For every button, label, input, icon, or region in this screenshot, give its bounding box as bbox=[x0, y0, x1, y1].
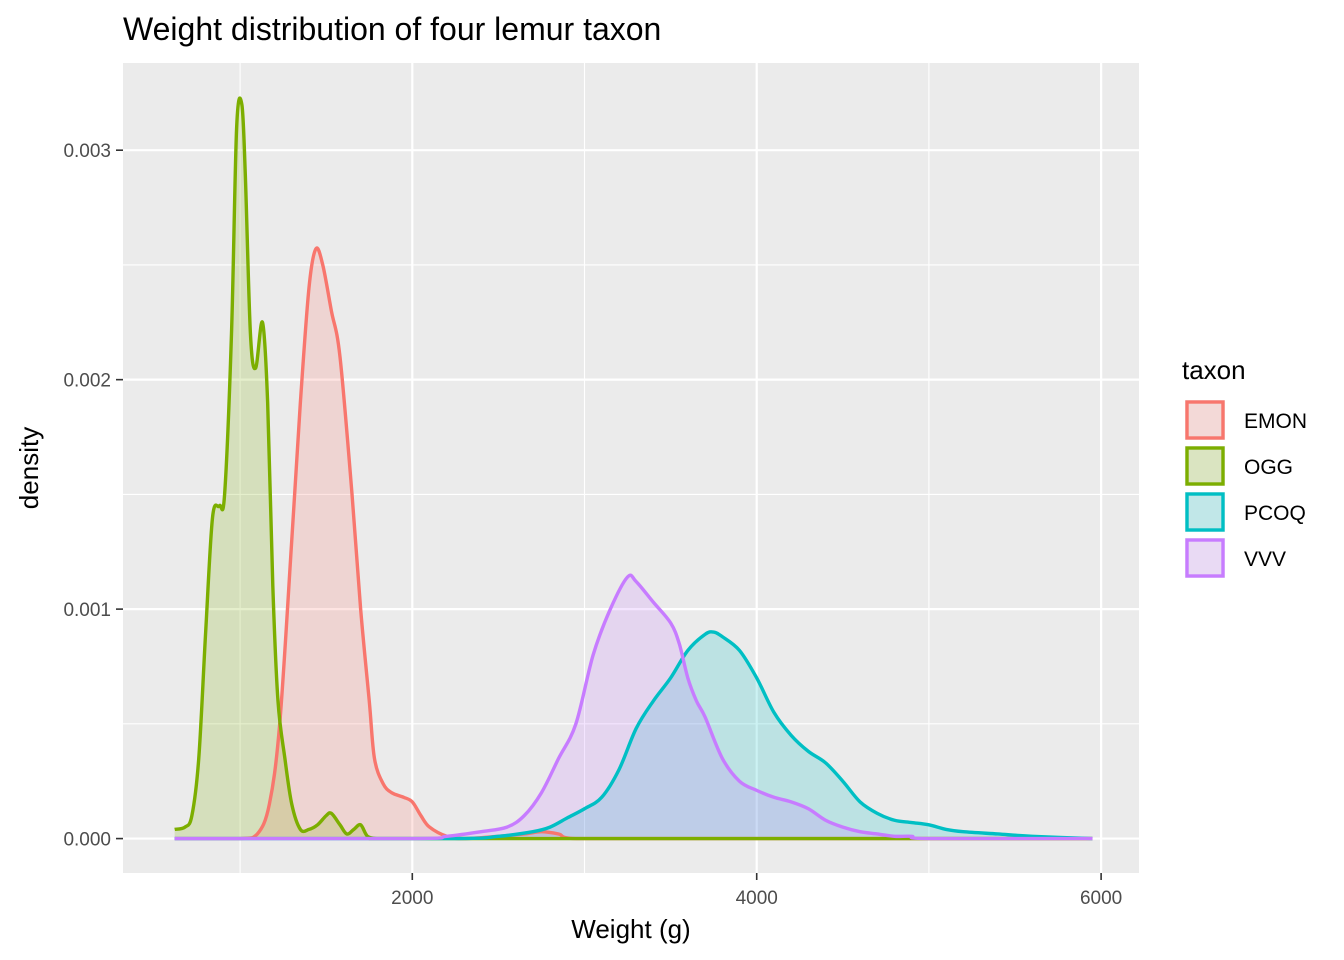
legend-items: EMON OGG PCOQ VVV bbox=[1185, 400, 1307, 578]
legend-label-pcoq: PCOQ bbox=[1244, 502, 1306, 525]
legend-key-vvv bbox=[1185, 538, 1225, 578]
legend-label-emon: EMON bbox=[1244, 410, 1307, 433]
density-area-ogg bbox=[174, 98, 1093, 839]
x-tick-label: 4000 bbox=[736, 888, 778, 909]
density-line-emon bbox=[174, 246, 1093, 841]
legend: taxon EMON OGG PCOQ VVV bbox=[1182, 355, 1307, 578]
x-tick-label: 2000 bbox=[391, 888, 433, 909]
y-tick-label: 0.001 bbox=[63, 600, 111, 621]
density-lines bbox=[174, 96, 1093, 841]
legend-title: taxon bbox=[1182, 355, 1246, 385]
legend-key-ogg bbox=[1185, 446, 1225, 486]
x-tick-label: 6000 bbox=[1080, 888, 1122, 909]
legend-key-bg-vvv bbox=[1185, 538, 1225, 578]
density-line-pcoq bbox=[174, 630, 1093, 841]
density-line-ogg bbox=[174, 96, 1093, 841]
y-tick-label: 0.002 bbox=[63, 371, 111, 392]
chart-title: Weight distribution of four lemur taxon bbox=[123, 11, 661, 47]
y-tick-label: 0.000 bbox=[63, 830, 111, 851]
y-tick-label: 0.003 bbox=[63, 141, 111, 162]
legend-key-bg-pcoq bbox=[1185, 492, 1225, 532]
x-axis-title: Weight (g) bbox=[571, 914, 690, 944]
legend-key-emon bbox=[1185, 400, 1225, 440]
y-axis: 0.000 0.001 0.002 0.003 bbox=[63, 141, 123, 851]
legend-label-ogg: OGG bbox=[1244, 456, 1293, 479]
minor-gridlines bbox=[123, 63, 1139, 873]
legend-key-bg-ogg bbox=[1185, 446, 1225, 486]
y-axis-title: density bbox=[14, 427, 44, 509]
legend-label-vvv: VVV bbox=[1244, 548, 1286, 571]
legend-key-bg-emon bbox=[1185, 400, 1225, 440]
density-area-vvv bbox=[174, 575, 1093, 839]
x-axis: 2000 4000 6000 bbox=[391, 873, 1122, 909]
density-line-vvv bbox=[174, 573, 1093, 841]
legend-key-pcoq bbox=[1185, 492, 1225, 532]
